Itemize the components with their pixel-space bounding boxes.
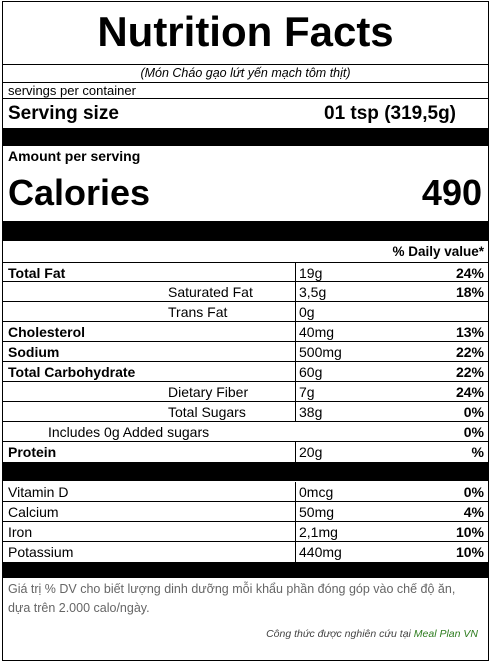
nutrient-row-trans-fat: Trans Fat 0g (3, 302, 488, 322)
nutrient-dv: 0% (463, 404, 484, 420)
nutrient-amount: 40mg (295, 322, 334, 341)
vitamin-name: Iron (8, 524, 33, 540)
nutrient-name: Dietary Fiber (168, 384, 249, 400)
nutrient-row-total-sugars: Total Sugars 38g 0% (3, 402, 488, 422)
serving-size-label: Serving size (8, 103, 119, 124)
vitamin-dv: 10% (455, 524, 484, 540)
nutrient-name: Includes 0g Added sugars (48, 424, 210, 440)
nutrient-amount: 7g (295, 382, 315, 401)
amount-per-serving: Amount per serving (8, 148, 141, 164)
calories-value: 490 (421, 172, 482, 213)
daily-value-header: % Daily value* (392, 244, 484, 259)
thick-divider (3, 221, 488, 241)
nutrient-row-dietary-fiber: Dietary Fiber 7g 24% (3, 382, 488, 402)
nutrient-amount: 60g (295, 362, 322, 381)
vitamin-name: Calcium (8, 504, 59, 520)
vitamin-amount: 2,1mg (295, 522, 338, 541)
nutrient-row-added-sugars: Includes 0g Added sugars 0% (3, 422, 488, 442)
vitamin-name: Potassium (8, 544, 74, 560)
vitamin-dv: 10% (455, 544, 484, 560)
nutrient-name: Sodium (8, 344, 60, 360)
nutrient-amount: 500mg (295, 342, 342, 361)
vitamin-amount: 440mg (295, 542, 342, 562)
thick-divider (3, 128, 488, 146)
nutrient-name: Cholesterol (8, 324, 86, 340)
nutrient-name: Trans Fat (168, 304, 228, 320)
thick-divider (3, 562, 488, 578)
nutrient-dv: % (471, 444, 484, 460)
calories-label: Calories (8, 172, 151, 213)
nutrient-dv: 18% (455, 284, 484, 300)
recipe-credit: Công thức được nghiên cứu tại Meal Plan … (266, 628, 478, 640)
nutrient-row-total-fat: Total Fat 19g 24% (3, 262, 488, 282)
nutrient-dv: 24% (455, 265, 484, 281)
nutrient-row-total-carbohydrate: Total Carbohydrate 60g 22% (3, 362, 488, 382)
vitamin-row-potassium: Potassium 440mg 10% (3, 542, 488, 562)
nutrient-dv: 13% (455, 324, 484, 340)
vitamin-name: Vitamin D (8, 484, 69, 500)
nutrient-name: Total Carbohydrate (8, 364, 136, 380)
vitamin-amount: 50mg (295, 502, 334, 521)
nutrient-name: Total Fat (8, 265, 66, 281)
thick-divider (3, 462, 488, 481)
nutrient-amount (295, 422, 298, 441)
nutrient-name: Saturated Fat (168, 284, 253, 300)
nutrient-dv: 24% (455, 384, 484, 400)
nutrient-amount: 38g (295, 402, 322, 421)
label-title: Nutrition Facts (97, 8, 394, 55)
nutrient-row-saturated-fat: Saturated Fat 3,5g 18% (3, 282, 488, 302)
servings-per-container: servings per container (3, 82, 488, 99)
credit-source-link[interactable]: Meal Plan VN (413, 628, 478, 640)
dish-name: (Món Cháo gạo lứt yến mạch tôm thịt) (3, 64, 488, 83)
credit-prefix: Công thức được nghiên cứu tại (266, 628, 414, 640)
nutrient-name: Protein (8, 444, 57, 460)
nutrient-dv: 0% (463, 424, 484, 440)
serving-size-row: Serving size 01 tsp (319,5g) (3, 100, 488, 127)
vitamin-amount: 0mcg (295, 482, 333, 501)
calories-row: Calories 490 (3, 167, 488, 219)
nutrient-amount: 19g (295, 263, 322, 281)
vitamin-row-iron: Iron 2,1mg 10% (3, 522, 488, 542)
nutrient-dv: 22% (455, 344, 484, 360)
nutrient-amount: 20g (295, 442, 322, 462)
vitamin-dv: 4% (463, 504, 484, 520)
nutrient-row-cholesterol: Cholesterol 40mg 13% (3, 322, 488, 342)
nutrient-row-protein: Protein 20g % (3, 442, 488, 462)
nutrient-amount: 0g (295, 302, 315, 321)
nutrient-amount: 3,5g (295, 282, 326, 301)
serving-size-value: 01 tsp (319,5g) (324, 103, 456, 124)
nutrient-row-sodium: Sodium 500mg 22% (3, 342, 488, 362)
nutrient-dv: 22% (455, 364, 484, 380)
vitamin-row-vitamin-d: Vitamin D 0mcg 0% (3, 482, 488, 502)
nutrient-name: Total Sugars (168, 404, 246, 420)
vitamin-dv: 0% (463, 484, 484, 500)
vitamin-row-calcium: Calcium 50mg 4% (3, 502, 488, 522)
daily-value-footnote: Giá trị % DV cho biết lượng dinh dưỡng m… (8, 582, 456, 615)
